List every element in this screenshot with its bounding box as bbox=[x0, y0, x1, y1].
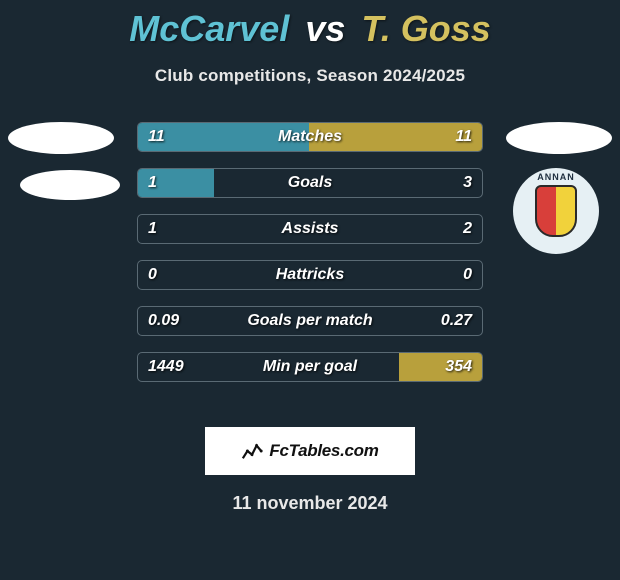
stat-value-right: 0.27 bbox=[431, 307, 482, 335]
stat-row: 1111Matches bbox=[137, 122, 483, 152]
decor-ellipse-left-1 bbox=[8, 122, 114, 154]
stat-row: 1 2Assists bbox=[137, 214, 483, 244]
club-logo-ring-text: ANNAN bbox=[513, 172, 599, 182]
stat-rows-container: 1111Matches13Goals12Assists00Hattricks0.… bbox=[137, 122, 483, 398]
stat-value-left: 1 bbox=[138, 169, 167, 197]
vs-separator: vs bbox=[305, 8, 345, 49]
brand-box: FcTables.com bbox=[205, 427, 415, 475]
stat-value-left: 1449 bbox=[138, 353, 194, 381]
stat-value-left: 11 bbox=[138, 123, 175, 151]
stat-label: Hattricks bbox=[138, 261, 482, 289]
brand-text: FcTables.com bbox=[269, 441, 378, 461]
player2-name: T. Goss bbox=[361, 8, 490, 49]
stat-value-right: 354 bbox=[435, 353, 482, 381]
stat-row: 0.090.27Goals per match bbox=[137, 306, 483, 336]
stat-row: 1449354Min per goal bbox=[137, 352, 483, 382]
stat-value-right: 2 bbox=[453, 215, 482, 243]
stat-value-left: 1 bbox=[138, 215, 167, 243]
player1-name: McCarvel bbox=[129, 8, 289, 49]
decor-ellipse-right-1 bbox=[506, 122, 612, 154]
stat-row: 0 0Hattricks bbox=[137, 260, 483, 290]
comparison-title: McCarvel vs T. Goss bbox=[0, 0, 620, 50]
stat-value-right: 0 bbox=[453, 261, 482, 289]
club-logo-right: ANNAN bbox=[513, 168, 599, 254]
stats-panel: ANNAN 1111Matches13Goals12Assists00Hattr… bbox=[0, 122, 620, 422]
stat-value-right: 11 bbox=[445, 123, 482, 151]
stat-label: Assists bbox=[138, 215, 482, 243]
stat-value-left: 0.09 bbox=[138, 307, 189, 335]
subtitle: Club competitions, Season 2024/2025 bbox=[0, 66, 620, 86]
club-shield-icon bbox=[535, 185, 577, 237]
stat-value-right: 3 bbox=[453, 169, 482, 197]
stat-value-left: 0 bbox=[138, 261, 167, 289]
stat-row: 13Goals bbox=[137, 168, 483, 198]
chart-icon bbox=[241, 440, 263, 462]
decor-ellipse-left-2 bbox=[20, 170, 120, 200]
date-line: 11 november 2024 bbox=[0, 493, 620, 514]
